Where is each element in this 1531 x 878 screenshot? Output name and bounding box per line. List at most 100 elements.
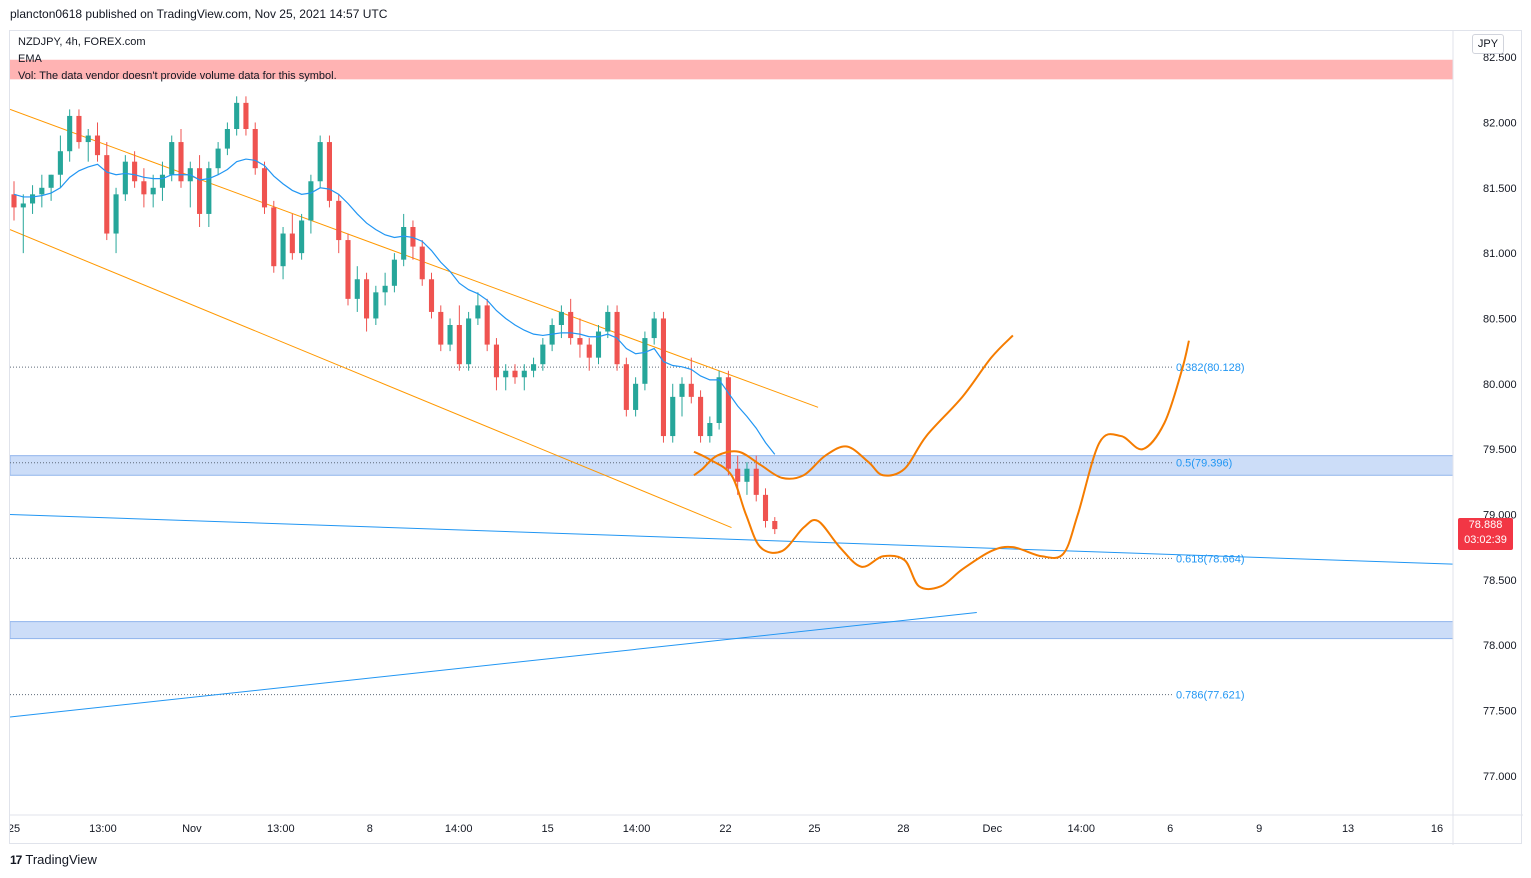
candle-body xyxy=(159,174,165,188)
candle-body xyxy=(197,168,203,214)
candle-body xyxy=(345,240,351,299)
time-tick-label: 6 xyxy=(1167,823,1173,835)
candle-body xyxy=(725,377,731,469)
tradingview-brand[interactable]: 17 TradingView xyxy=(10,852,97,867)
trendline-lower xyxy=(10,611,977,718)
price-tick-label: 80.000 xyxy=(1483,379,1517,391)
candle-body xyxy=(76,115,82,143)
price-tick-label: 78.500 xyxy=(1483,575,1517,587)
candle-body xyxy=(299,220,305,254)
candle-body xyxy=(410,227,416,247)
candle-body xyxy=(698,396,704,437)
candle-body xyxy=(30,194,36,204)
channel-upper-line xyxy=(10,108,819,408)
candle-body xyxy=(428,279,435,312)
candle-body xyxy=(660,318,667,437)
support-zone xyxy=(10,621,1454,640)
candle-body xyxy=(688,383,694,397)
candle-body xyxy=(67,115,73,152)
drawn-lines xyxy=(10,108,1454,718)
time-tick-label: 28 xyxy=(897,823,909,835)
candle-body xyxy=(243,102,249,129)
time-tick-label: 13 xyxy=(1342,823,1354,835)
candle-body xyxy=(493,344,500,378)
chart-panel[interactable]: 0.382(80.128) 0.5(79.396) 0.618(78.664) 0.7… xyxy=(9,30,1523,845)
candle-body xyxy=(94,135,101,156)
candle-body xyxy=(735,468,741,482)
candle-body xyxy=(261,168,268,208)
ema-line xyxy=(13,158,776,455)
candle-body xyxy=(753,468,759,495)
candle-body xyxy=(679,383,685,397)
candle-body xyxy=(113,194,119,234)
time-tick-label: 14:00 xyxy=(1067,823,1095,835)
candle-body xyxy=(317,142,323,182)
candle-body xyxy=(595,331,602,358)
candle-body xyxy=(438,311,444,345)
time-tick-label: 9 xyxy=(1256,823,1262,835)
price-tick-label: 78.000 xyxy=(1483,640,1517,652)
candle-body xyxy=(642,338,648,384)
projection-path-lower xyxy=(693,340,1190,591)
tradingview-logo-icon: 17 xyxy=(10,852,22,867)
trendline-upper xyxy=(10,513,1454,565)
candle-body xyxy=(586,344,592,358)
time-tick-label: Dec xyxy=(983,823,1003,835)
last-price-tag: 78.888 03:02:39 xyxy=(1458,518,1513,550)
candle-body xyxy=(122,161,128,195)
currency-button[interactable]: JPY xyxy=(1472,34,1504,54)
time-tick-label: 25 xyxy=(10,823,20,835)
time-tick-label: 13:00 xyxy=(89,823,117,835)
candle-body xyxy=(252,129,258,169)
legend-volume-warning: Vol: The data vendor doesn't provide vol… xyxy=(18,70,337,82)
time-tick-label: 14:00 xyxy=(445,823,473,835)
candle-body xyxy=(11,194,17,208)
candle-body xyxy=(104,155,110,234)
ema-line xyxy=(13,158,776,455)
price-tick-label: 82.000 xyxy=(1483,117,1517,129)
time-tick-label: 25 xyxy=(808,823,820,835)
legend-symbol: NZDJPY, 4h, FOREX.com xyxy=(18,36,146,48)
candle-body xyxy=(744,468,750,482)
candle-body xyxy=(234,102,240,129)
last-price: 78.888 xyxy=(1468,519,1503,531)
candle-body xyxy=(466,318,472,365)
time-tick-label: 8 xyxy=(367,823,373,835)
time-tick-label: Nov xyxy=(182,823,202,835)
price-tick-label: 79.500 xyxy=(1483,444,1517,456)
candle-body xyxy=(364,279,370,319)
price-tick-label: 77.500 xyxy=(1483,705,1517,717)
candle-body xyxy=(456,325,462,365)
candle-body xyxy=(670,396,676,437)
candle-body xyxy=(373,292,379,319)
candle-body xyxy=(150,187,156,195)
candle-body xyxy=(651,318,657,339)
candle-body xyxy=(447,325,453,345)
candle-body xyxy=(57,151,63,175)
candle-body xyxy=(280,233,286,267)
candle-body xyxy=(141,181,147,195)
time-tick-label: 13:00 xyxy=(267,823,295,835)
candle-body xyxy=(39,187,45,195)
candle-body xyxy=(48,174,54,188)
candle-body xyxy=(633,383,639,410)
candle-body xyxy=(308,181,314,221)
price-chart[interactable]: 0.382(80.128)0.5(79.396)0.618(78.664)0.7… xyxy=(10,31,1523,845)
candle-body xyxy=(503,370,509,378)
brand-name: TradingView xyxy=(25,852,97,867)
bar-countdown: 03:02:39 xyxy=(1464,534,1507,546)
candle-body xyxy=(169,142,175,175)
candle-body xyxy=(391,259,397,286)
candle-body xyxy=(85,135,91,143)
candle-body xyxy=(716,377,722,423)
candle-body xyxy=(215,148,221,169)
candle-body xyxy=(540,344,546,365)
price-tick-label: 81.000 xyxy=(1483,248,1517,260)
projection-curves xyxy=(693,334,1190,591)
candle-body xyxy=(419,246,425,280)
candle-body xyxy=(224,129,230,149)
price-tick-label: 77.000 xyxy=(1483,771,1517,783)
candle-body xyxy=(132,161,138,182)
warning-band xyxy=(10,59,1453,80)
price-tick-label: 82.500 xyxy=(1483,52,1517,64)
